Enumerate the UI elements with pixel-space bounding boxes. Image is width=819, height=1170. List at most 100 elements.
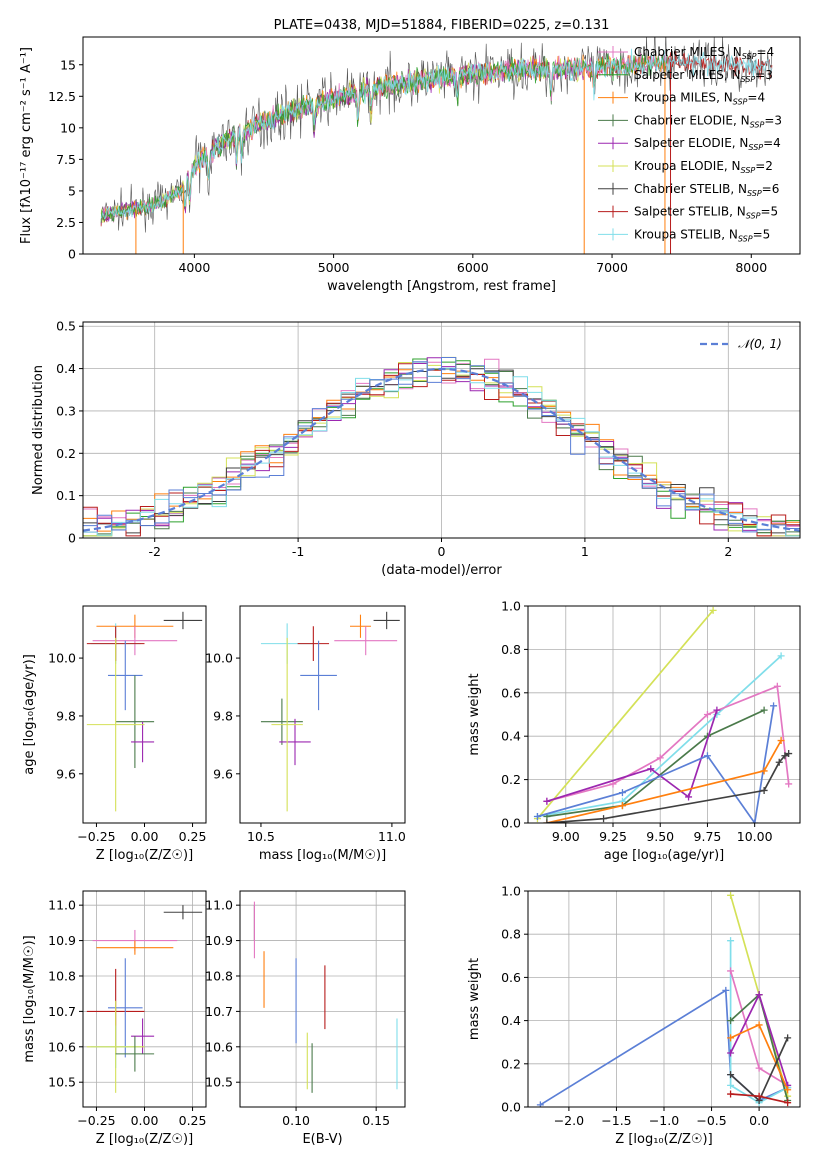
plot-frame bbox=[82, 890, 207, 1108]
x-tick-label: 1 bbox=[581, 544, 589, 559]
spectrum-series-group bbox=[100, 37, 773, 254]
y-tick-label: 10.6 bbox=[48, 1039, 76, 1054]
y-tick-label: 0.4 bbox=[501, 729, 521, 744]
x-tick-label: 9.00 bbox=[552, 829, 580, 844]
legend-nssp-sub: SSP bbox=[741, 166, 756, 175]
y-tick-label: 2.5 bbox=[56, 215, 76, 230]
y-tick-label: 10.8 bbox=[205, 968, 233, 983]
spectrum-line-salpeter-miles bbox=[100, 53, 668, 223]
mass-weight-vs-age-panel: 9.00 9.25 9.50 9.75 10.00 0.0 0.2 0.4 0.6 0.8 1.0 a… bbox=[467, 599, 801, 863]
y-tick-label: 0.0 bbox=[501, 1100, 521, 1115]
errorbar-group bbox=[86, 611, 203, 812]
legend-entry: Salpeter STELIB, NSSP=5 bbox=[634, 205, 778, 221]
y-axis-label: Flux [fλ10⁻¹⁷ erg cm⁻² s⁻¹ A⁻¹] bbox=[19, 47, 34, 244]
weight-point-salpeter-elodie bbox=[543, 797, 551, 805]
y-tick-label: 10.8 bbox=[48, 968, 76, 983]
x-tick-label: −0.25 bbox=[77, 1113, 115, 1128]
legend-nssp-label: , N bbox=[733, 113, 750, 127]
y-tick-label: 0 bbox=[68, 247, 76, 262]
weight-point-chabrier-miles bbox=[656, 754, 664, 762]
y-tick-label: 10.7 bbox=[48, 1004, 76, 1019]
legend-nssp-sub: SSP bbox=[742, 52, 757, 61]
legend-name: Kroupa MILES bbox=[634, 91, 716, 105]
weight-point-kroupa-miles bbox=[784, 1086, 792, 1094]
y-tick-label: 15 bbox=[60, 57, 76, 72]
x-tick-label: 6000 bbox=[457, 260, 489, 275]
legend-name: Salpeter ELODIE bbox=[634, 136, 732, 150]
legend-eq: = bbox=[755, 159, 765, 173]
y-tick-label: 0.4 bbox=[56, 361, 76, 376]
y-tick-label: 11.0 bbox=[205, 898, 233, 913]
x-tick-label: 9.25 bbox=[599, 829, 627, 844]
legend-nssp-value: 5 bbox=[763, 227, 771, 241]
legend-name: Chabrier STELIB bbox=[634, 182, 730, 196]
weight-point-kroupa-stelib bbox=[727, 937, 735, 945]
x-axis-label: age [log₁₀(age/yr)] bbox=[604, 848, 725, 863]
weight-line-blue bbox=[537, 705, 775, 823]
weight-point-blue bbox=[703, 752, 711, 760]
y-axis-label: mass weight bbox=[467, 958, 482, 1040]
x-tick-label: 0.0 bbox=[749, 1113, 769, 1128]
weight-point-chabrier-miles bbox=[773, 682, 781, 690]
legend: Chabrier MILES, NSSP=4 Salpeter MILES, NS… bbox=[598, 45, 782, 243]
weight-point-salpeter-elodie bbox=[713, 706, 721, 714]
y-tick-label: 10.6 bbox=[205, 1039, 233, 1054]
x-axis-label: mass [log₁₀(M/M☉)] bbox=[259, 848, 386, 863]
legend-nssp-value: 3 bbox=[774, 113, 782, 127]
y-tick-label: 10.5 bbox=[48, 1075, 76, 1090]
legend-eq: = bbox=[753, 227, 763, 241]
legend-name: Chabrier ELODIE bbox=[634, 113, 733, 127]
legend-entry: Chabrier STELIB, NSSP=6 bbox=[634, 182, 779, 198]
legend-entry: Chabrier ELODIE, NSSP=3 bbox=[634, 113, 782, 129]
plot-frame bbox=[82, 36, 801, 255]
weight-line-kroupa-elodie bbox=[536, 609, 714, 820]
x-tick-label: 0.00 bbox=[131, 1113, 159, 1128]
weight-point-salpeter-stelib bbox=[755, 1092, 763, 1100]
weight-point-salpeter-elodie bbox=[685, 793, 693, 801]
weight-lines-group bbox=[536, 891, 792, 1107]
legend-eq: = bbox=[755, 68, 765, 82]
legend-entry: 𝒩(0, 1) bbox=[738, 337, 782, 351]
grid bbox=[83, 891, 206, 1107]
x-tick-label: 0.25 bbox=[179, 829, 207, 844]
x-tick-label: 0.25 bbox=[179, 1113, 207, 1128]
legend-nssp-label: , N bbox=[721, 227, 738, 241]
weight-point-kroupa-miles bbox=[760, 767, 768, 775]
weight-point-chabrier-stelib bbox=[727, 1071, 735, 1079]
legend-nssp-value: 6 bbox=[772, 182, 780, 196]
legend-nssp-label: , N bbox=[724, 159, 741, 173]
weight-point-chabrier-miles bbox=[703, 711, 711, 718]
mass-vs-ebv-panel: 0.10 0.15 10.5 10.6 10.7 10.8 10.9 11.0 E(B-V) bbox=[205, 890, 406, 1147]
legend-name: Kroupa ELODIE bbox=[634, 159, 724, 173]
y-tick-label: 9.6 bbox=[56, 766, 76, 781]
legend-nssp-value: 2 bbox=[765, 159, 773, 173]
weight-point-kroupa-stelib bbox=[777, 652, 785, 660]
weight-point-chabrier-miles bbox=[785, 780, 793, 788]
legend-eq: = bbox=[760, 205, 770, 219]
x-tick-label: −1.0 bbox=[649, 1113, 679, 1128]
weight-point-blue bbox=[770, 702, 778, 710]
legend-entry: Kroupa MILES, NSSP=4 bbox=[634, 91, 765, 107]
weight-point-chabrier-elodie bbox=[727, 1017, 735, 1025]
weight-point-chabrier-stelib bbox=[785, 750, 793, 758]
legend-nssp-label: , N bbox=[729, 205, 746, 219]
y-tick-label: 10.7 bbox=[205, 1004, 233, 1019]
y-tick-label: 10.0 bbox=[48, 651, 76, 666]
weight-point-blue bbox=[722, 986, 730, 994]
x-tick-label: -1 bbox=[292, 544, 304, 559]
weight-line-kroupa-miles bbox=[546, 740, 782, 823]
weight-point-blue bbox=[751, 819, 759, 823]
weight-point-kroupa-elodie bbox=[727, 891, 735, 899]
weight-line-chabrier-elodie bbox=[546, 709, 765, 818]
x-tick-label: 0.15 bbox=[362, 1113, 390, 1128]
plot-frame bbox=[527, 890, 801, 1108]
plot-frame bbox=[527, 605, 801, 824]
y-tick-label: 7.5 bbox=[56, 152, 76, 167]
legend: 𝒩(0, 1) bbox=[700, 337, 782, 351]
legend-entry: Chabrier MILES, NSSP=4 bbox=[634, 45, 774, 61]
legend-entry: Salpeter MILES, NSSP=3 bbox=[634, 68, 773, 84]
plot-frame bbox=[82, 605, 207, 824]
legend-eq: = bbox=[764, 113, 774, 127]
mass-weight-vs-metallicity-panel: −2.0 −1.5 −1.0 −0.5 0.0 0.0 0.2 0.4 0.6 0.8 1.0 Z [… bbox=[467, 884, 801, 1147]
